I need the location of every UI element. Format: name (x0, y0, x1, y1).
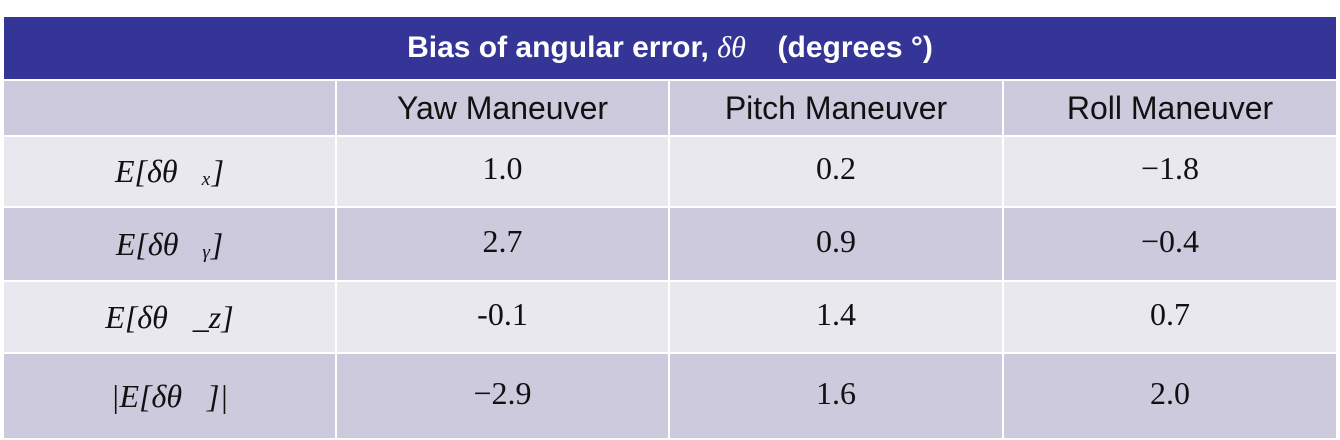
row-label: E[δθ⃗ᵧ] (2, 206, 337, 282)
cell-value: 0.9 (668, 206, 1004, 282)
table-row: E[δθ⃗ᵧ] 2.7 0.9 −0.4 (2, 206, 1338, 282)
header-corner (2, 79, 337, 137)
header-yaw: Yaw Maneuver (335, 79, 670, 137)
header-row: Yaw Maneuver Pitch Maneuver Roll Maneuve… (2, 79, 1338, 137)
table-row: E[δθ⃗_z] -0.1 1.4 0.7 (2, 280, 1338, 354)
cell-value: −1.8 (1002, 135, 1338, 208)
title-unit: (degrees °) (777, 31, 933, 64)
cell-value: −0.4 (1002, 206, 1338, 282)
bias-table: Bias of angular error, δθ⃗ (degrees °) Y… (2, 15, 1338, 440)
cell-value: −2.9 (335, 352, 670, 440)
table-row: |E[δθ⃗]| −2.9 1.6 2.0 (2, 352, 1338, 440)
row-label: |E[δθ⃗]| (2, 352, 337, 440)
table-title: Bias of angular error, δθ⃗ (degrees °) (2, 15, 1338, 81)
cell-value: 0.2 (668, 135, 1004, 208)
header-pitch: Pitch Maneuver (668, 79, 1004, 137)
cell-value: 1.6 (668, 352, 1004, 440)
row-label: E[δθ⃗ₓ] (2, 135, 337, 208)
row-label: E[δθ⃗_z] (2, 280, 337, 354)
cell-value: 1.4 (668, 280, 1004, 354)
table-row: E[δθ⃗ₓ] 1.0 0.2 −1.8 (2, 135, 1338, 208)
title-symbol: δθ⃗ (717, 31, 770, 64)
title-text: Bias of angular error, (407, 31, 709, 64)
cell-value: 2.0 (1002, 352, 1338, 440)
cell-value: 1.0 (335, 135, 670, 208)
cell-value: -0.1 (335, 280, 670, 354)
cell-value: 0.7 (1002, 280, 1338, 354)
header-roll: Roll Maneuver (1002, 79, 1338, 137)
cell-value: 2.7 (335, 206, 670, 282)
